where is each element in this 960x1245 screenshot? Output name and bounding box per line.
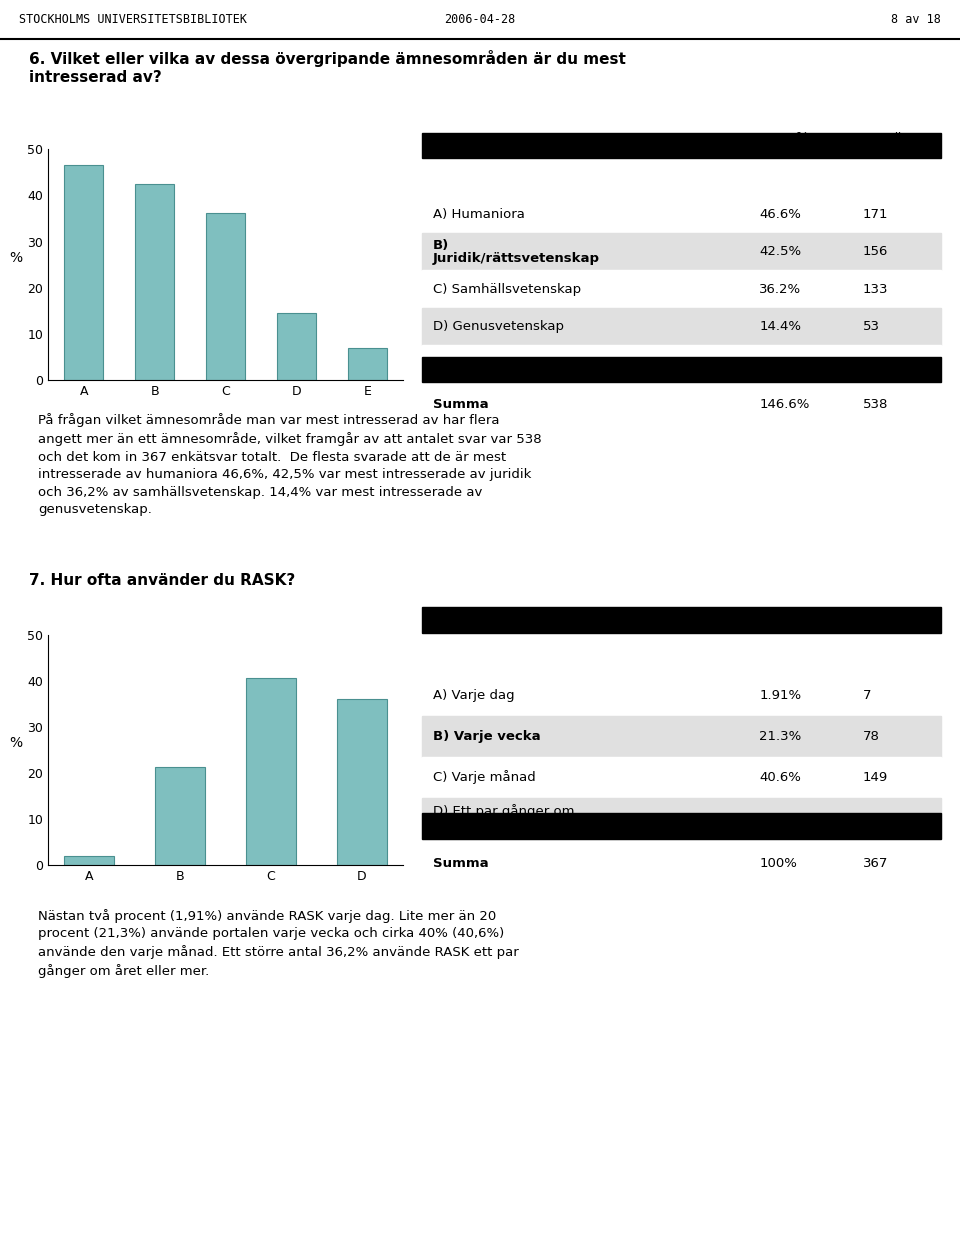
Text: %: % [794,606,807,620]
Text: %: % [794,132,807,146]
Bar [422,608,941,634]
Text: 171: 171 [863,208,889,220]
Y-axis label: %: % [10,736,23,749]
Bar [64,166,103,380]
Text: A) Varje dag: A) Varje dag [433,688,515,702]
Text: 25: 25 [863,357,880,370]
Text: På frågan vilket ämnesområde man var mest intresserad av har flera
angett mer än: På frågan vilket ämnesområde man var mes… [38,413,542,517]
Text: D) Genusvetenskap: D) Genusvetenskap [433,320,564,332]
Text: 36.2%: 36.2% [759,812,802,825]
Text: B): B) [433,239,449,251]
Text: A) Humaniora: A) Humaniora [433,208,525,220]
Text: C) Varje månad: C) Varje månad [433,771,536,784]
Text: 78: 78 [863,730,880,743]
Text: 53: 53 [863,320,880,332]
Text: 6.81%: 6.81% [759,357,802,370]
Bar [422,233,941,270]
Text: B) Varje vecka: B) Varje vecka [433,730,540,743]
Bar [422,133,941,158]
Bar [246,679,296,865]
Bar [422,757,941,798]
Text: 42.5%: 42.5% [759,245,802,258]
Text: Summa: Summa [433,398,489,411]
Text: #: # [891,606,902,620]
Text: 21.3%: 21.3% [759,730,802,743]
Text: Nästan två procent (1,91%) använde RASK varje dag. Lite mer än 20
procent (21,3%: Nästan två procent (1,91%) använde RASK … [38,909,519,979]
Text: året eller mer: året eller mer [433,819,524,833]
Bar [422,345,941,382]
Bar [206,213,245,380]
Text: 14.4%: 14.4% [759,320,802,332]
Bar [422,813,941,839]
Bar [64,857,114,865]
Text: 156: 156 [863,245,888,258]
Text: 7: 7 [863,688,872,702]
Bar [135,184,174,380]
Text: 133: 133 [863,283,889,295]
Bar [422,308,941,345]
Text: 7. Hur ofta använder du RASK?: 7. Hur ofta använder du RASK? [29,573,295,588]
Bar [422,675,941,716]
Text: 36.2%: 36.2% [759,283,802,295]
Y-axis label: %: % [10,250,23,264]
Text: Summa: Summa [433,858,489,870]
Text: 146.6%: 146.6% [759,398,809,411]
Text: 2006-04-28: 2006-04-28 [444,12,516,26]
Bar [422,357,941,382]
Text: E) Annat: E) Annat [433,357,490,370]
Text: C) Samhällsvetenskap: C) Samhällsvetenskap [433,283,581,295]
Text: 1.91%: 1.91% [759,688,802,702]
Text: 40.6%: 40.6% [759,771,802,784]
Text: 149: 149 [863,771,888,784]
Text: 538: 538 [863,398,888,411]
Bar [156,767,205,865]
Text: 100%: 100% [759,858,797,870]
Bar [277,314,316,380]
Text: 46.6%: 46.6% [759,208,802,220]
Text: 367: 367 [863,858,888,870]
Text: #: # [891,132,902,146]
Bar [422,716,941,757]
Bar [337,698,387,865]
Text: 8 av 18: 8 av 18 [891,12,941,26]
Text: Juridik/rättsvetenskap: Juridik/rättsvetenskap [433,251,600,265]
Text: 133: 133 [863,812,889,825]
Text: D) Ett par gånger om: D) Ett par gånger om [433,804,574,818]
Text: STOCKHOLMS UNIVERSITETSBIBLIOTEK: STOCKHOLMS UNIVERSITETSBIBLIOTEK [19,12,248,26]
Bar [348,349,387,380]
Bar [422,195,941,233]
Bar [422,270,941,308]
Bar [422,798,941,839]
Text: 6. Vilket eller vilka av dessa övergripande ämnesområden är du mest
intresserad : 6. Vilket eller vilka av dessa övergripa… [29,50,626,86]
